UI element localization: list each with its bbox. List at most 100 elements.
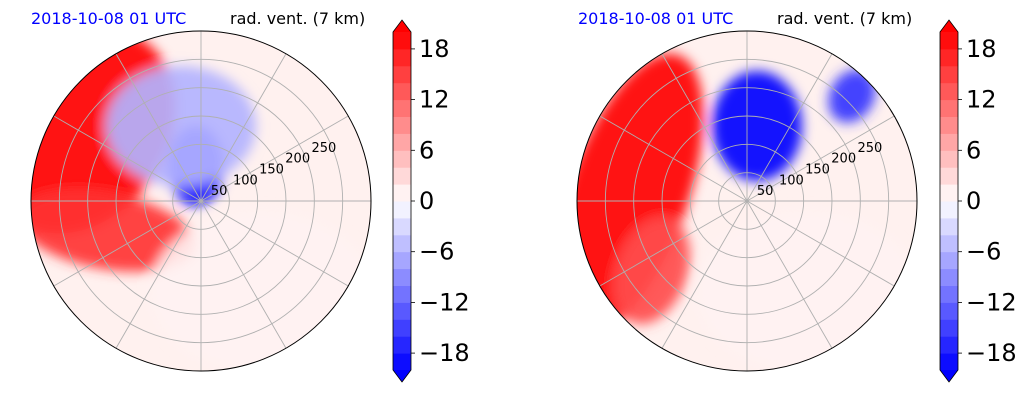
panel-left-variable-title: rad. vent. (7 km) [230, 9, 365, 28]
colorbar-level [940, 167, 958, 185]
colorbar-level [940, 319, 958, 337]
azimuth-gridline [661, 200, 748, 349]
colorbar-level [940, 150, 958, 168]
azimuth-gridline [200, 200, 287, 349]
colorbar-level [393, 353, 411, 371]
azimuth-gridline [115, 200, 202, 349]
radial-tick-label: 150 [259, 162, 284, 177]
azimuth-gridline [53, 115, 202, 202]
colorbar-level [393, 167, 411, 185]
radial-tick-label: 150 [805, 162, 830, 177]
azimuth-gridline [200, 115, 349, 202]
colorbar-right-bar [939, 19, 959, 383]
azimuth-gridline [746, 200, 833, 349]
azimuth-gridline [746, 200, 895, 287]
colorbar-level [940, 251, 958, 270]
radial-tick-label: 50 [757, 184, 774, 199]
radial-tick-label: 100 [233, 173, 258, 188]
colorbar-tick-label: 18 [966, 35, 997, 63]
colorbar-tick-label: −12 [966, 288, 1017, 316]
colorbar-tick-label: −18 [419, 339, 470, 367]
colorbar-level [393, 184, 411, 202]
polar-border-right [576, 30, 918, 372]
colorbar-level [393, 150, 411, 168]
colorbar-level [940, 32, 958, 50]
azimuth-gridline [599, 200, 748, 287]
colorbar-left-bar [392, 19, 412, 383]
colorbar-level [940, 285, 958, 303]
colorbar-tick-label: −18 [966, 339, 1017, 367]
velocity-region-negative [712, 71, 802, 181]
velocity-region-negative [828, 69, 876, 123]
colorbar-extend-min [940, 370, 958, 382]
colorbar-right: 18 12 6 0 −6 −12 −18 [939, 19, 1017, 383]
colorbar-level [940, 353, 958, 371]
colorbar-tick-label: 0 [966, 187, 981, 215]
colorbar-level [940, 336, 958, 354]
colorbar-level [393, 116, 411, 134]
colorbar-level [393, 234, 411, 253]
colorbar-level [393, 133, 411, 151]
colorbar-extend-max [940, 20, 958, 32]
radial-tick-label: 250 [857, 141, 882, 156]
colorbar-level [940, 184, 958, 202]
azimuth-gridline [53, 200, 202, 287]
colorbar-right-ticks: 18 12 6 0 −6 −12 −18 [958, 35, 1017, 367]
colorbar-level [393, 82, 411, 101]
colorbar-level [393, 268, 411, 286]
colorbar-level [393, 201, 411, 219]
colorbar-level [940, 82, 958, 101]
colorbar-level [940, 302, 958, 320]
colorbar-tick-label: −12 [419, 288, 470, 316]
velocity-region-near-zero [697, 211, 917, 371]
azimuth-gridline [200, 200, 349, 287]
radial-tick-label: 200 [831, 152, 856, 167]
velocity-region-near-zero [151, 211, 371, 371]
colorbar-tick-label: −6 [419, 238, 454, 266]
colorbar-tick-label: 12 [419, 86, 450, 114]
colorbar-left: 18 12 6 0 −6 −12 −18 [392, 19, 470, 383]
azimuth-gridline [661, 53, 748, 202]
colorbar-level [940, 116, 958, 134]
colorbar-level [393, 99, 411, 117]
radial-tick-label: 100 [779, 173, 804, 188]
colorbar-level [393, 336, 411, 354]
radial-tick-label: 250 [311, 141, 336, 156]
azimuth-gridline [599, 115, 748, 202]
panel-right-variable-title: rad. vent. (7 km) [777, 9, 912, 28]
velocity-region-negative [106, 66, 256, 186]
colorbar-level [393, 319, 411, 337]
colorbar-level [940, 268, 958, 286]
colorbar-level [940, 65, 958, 84]
colorbar-extend-max [393, 20, 411, 32]
colorbar-level [393, 32, 411, 50]
polar-border-left [30, 30, 372, 372]
colorbar-level [940, 201, 958, 219]
colorbar-tick-label: −6 [966, 238, 1001, 266]
colorbar-extend-min [393, 370, 411, 382]
colorbar-level [940, 217, 958, 236]
colorbar-level [393, 285, 411, 303]
colorbar-level [393, 217, 411, 236]
azimuth-gridline [115, 53, 202, 202]
colorbar-level [940, 48, 958, 67]
azimuth-gridline [746, 115, 895, 202]
panel-right: 2018-10-08 01 UTC rad. vent. (7 km) 50 10… [576, 9, 1017, 383]
colorbar-tick-label: 12 [966, 86, 997, 114]
velocity-field-left [31, 31, 371, 371]
radial-tick-label: 50 [211, 184, 228, 199]
colorbar-level [393, 251, 411, 270]
radial-tick-label: 200 [285, 152, 310, 167]
polar-grid-left [31, 31, 371, 371]
colorbar-tick-label: 0 [419, 187, 434, 215]
velocity-region-positive [31, 190, 195, 272]
panel-left: 2018-10-08 01 UTC rad. vent. (7 km) 50 10… [30, 9, 470, 383]
azimuth-gridline [200, 53, 287, 202]
colorbar-level [940, 133, 958, 151]
colorbar-level [393, 48, 411, 67]
panel-left-date-title: 2018-10-08 01 UTC [31, 9, 186, 28]
